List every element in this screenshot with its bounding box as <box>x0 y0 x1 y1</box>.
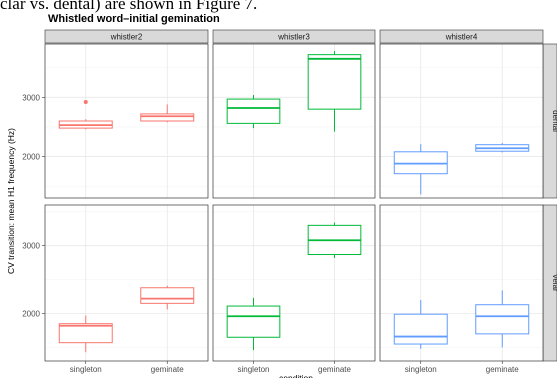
facet-strip-whistler2 <box>44 29 209 44</box>
panel-dental-whistler3 <box>212 43 376 199</box>
chart-panels: whistler2 whistler3 whistler4 dental 2000 300… <box>22 29 557 374</box>
box-singleton <box>58 315 113 353</box>
x-tick-label-geminate: geminate <box>318 365 351 374</box>
facet-strip-whistler3 <box>212 29 376 44</box>
panel-border <box>379 43 544 199</box>
box-iqr <box>475 304 530 335</box>
y-axis-title: CV transition: mean H1 frequency (Hz) <box>6 128 16 274</box>
box-iqr <box>140 287 195 304</box>
facet-strip-label-whistler4: whistler4 <box>445 33 478 42</box>
x-tick-label-singleton: singleton <box>405 365 437 374</box>
box-singleton <box>58 100 113 130</box>
facet-strip-label-whistler2: whistler2 <box>110 33 143 42</box>
x-tick-label-geminate: geminate <box>151 365 184 374</box>
facet-strip-label-whistler3: whistler3 <box>277 33 310 42</box>
x-tick-label-singleton: singleton <box>237 365 269 374</box>
box-geminate <box>475 290 530 348</box>
panel-velar-whistler3 <box>212 204 376 362</box>
box-geminate <box>307 222 362 258</box>
box-iqr <box>393 313 448 345</box>
panel-velar-whistler2 <box>44 204 209 362</box>
box-geminate <box>307 51 362 132</box>
outlier-point <box>83 100 88 105</box>
facet-strip-label-dental: dental <box>551 110 557 132</box>
facet-strip-label-velar: velar <box>551 274 557 292</box>
box-geminate <box>140 104 195 123</box>
box-iqr <box>140 113 195 122</box>
panel-border <box>44 43 209 199</box>
box-geminate <box>475 142 530 153</box>
x-tick-label-singleton: singleton <box>70 365 102 374</box>
panel-dental-whistler2 <box>44 43 209 199</box>
box-singleton <box>226 94 281 129</box>
x-tick-label-geminate: geminate <box>486 365 519 374</box>
panel-border <box>212 43 376 199</box>
y-tick-label: 2000 <box>22 153 40 162</box>
panel-velar-whistler4 <box>379 204 544 362</box>
facet-strip-whistler4 <box>379 29 544 44</box>
chart-title: Whistled word–initial gemination <box>48 13 220 25</box>
panel-border <box>379 204 544 362</box>
box-iqr <box>226 98 281 124</box>
panel-border <box>44 204 209 362</box>
box-singleton <box>393 299 448 349</box>
box-singleton <box>393 144 448 195</box>
box-iqr <box>307 54 362 110</box>
box-iqr <box>58 323 113 344</box>
box-iqr <box>226 305 281 338</box>
panel-background <box>380 44 543 198</box>
panel-border <box>212 204 376 362</box>
panel-dental-whistler4 <box>379 43 544 199</box>
x-axis-title: condition <box>279 373 313 378</box>
y-tick-label: 3000 <box>22 93 40 102</box>
y-tick-label: 2000 <box>22 310 40 319</box>
box-geminate <box>140 285 195 310</box>
y-tick-label: 3000 <box>22 242 40 251</box>
box-singleton <box>226 297 281 351</box>
